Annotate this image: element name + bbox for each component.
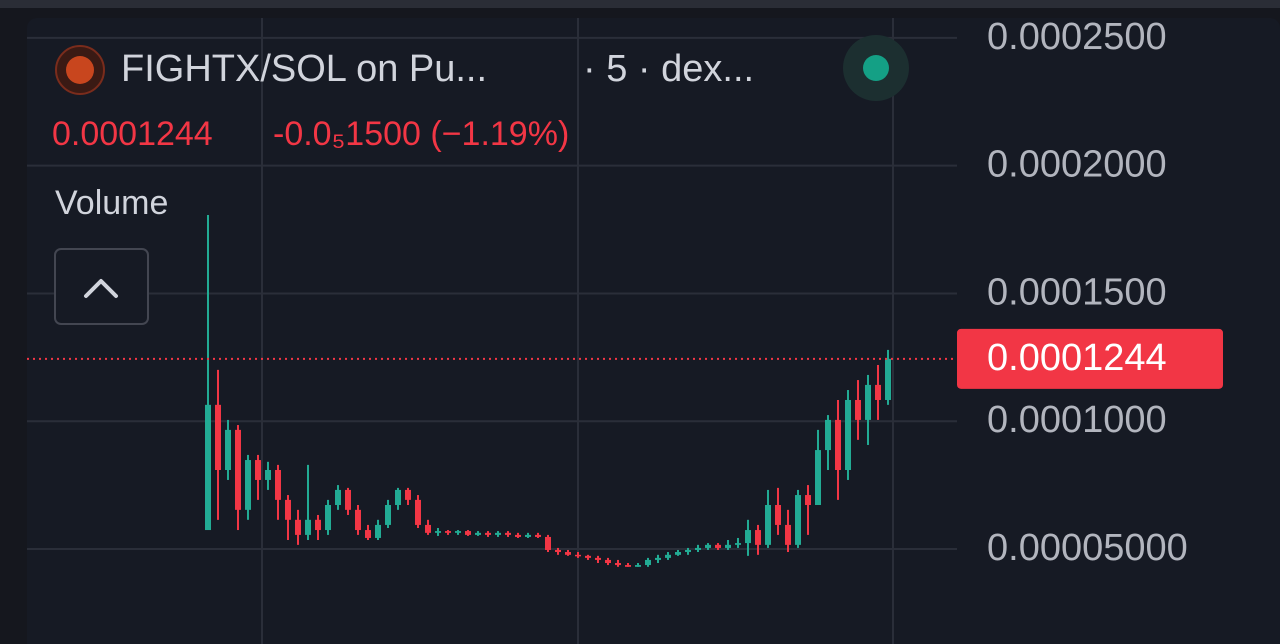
status-dot: [863, 55, 889, 81]
candle-body: [275, 469, 281, 500]
candle-body: [635, 565, 641, 567]
y-tick-label: 0.0002500: [987, 16, 1167, 58]
candle-body: [765, 505, 771, 545]
chevron-icon: [84, 279, 118, 298]
candles: [205, 214, 891, 567]
candle-body: [565, 552, 571, 555]
candle-body: [415, 499, 421, 525]
candle-body: [295, 519, 301, 535]
candle-body: [525, 534, 531, 537]
candle-body: [345, 489, 351, 510]
y-tick-label: 0.00005000: [987, 527, 1188, 569]
candle-body: [815, 450, 821, 506]
last-price-label: 0.0001244: [987, 337, 1167, 379]
candle-body: [365, 530, 371, 538]
candle-body: [795, 495, 801, 545]
candle-body: [545, 536, 551, 550]
candle-body: [715, 544, 721, 548]
candle-body: [705, 544, 711, 548]
candle-body: [505, 532, 511, 535]
candle-body: [855, 399, 861, 420]
candle-body: [655, 557, 661, 560]
y-tick-label: 0.0001500: [987, 271, 1167, 313]
candle-body: [775, 505, 781, 525]
candle-body: [675, 552, 681, 555]
candle-body: [885, 358, 891, 400]
grid: [27, 18, 957, 644]
candle-body: [625, 565, 631, 567]
candle-body: [825, 419, 831, 451]
candle-body: [695, 547, 701, 550]
candle-body: [555, 549, 561, 553]
candle-body: [465, 531, 471, 535]
candle-body: [835, 419, 841, 470]
candle-body: [205, 404, 211, 531]
candle-body: [745, 530, 751, 544]
candle-body: [255, 460, 261, 480]
candle-body: [285, 499, 291, 520]
header-price: 0.0001244: [52, 115, 213, 153]
overlay: 0.00005000 0.0001000 0.0001500 0.0002000 0.0…: [27, 16, 1223, 569]
candle-body: [385, 505, 391, 525]
candle-body: [585, 555, 591, 558]
candle-body: [615, 563, 621, 566]
candle-body: [435, 531, 441, 533]
pair-meta: · 5 · dex...: [583, 48, 754, 90]
candle-body: [595, 557, 601, 560]
candle-body: [535, 534, 541, 537]
candle-body: [305, 519, 311, 535]
token-logo-inner: [66, 56, 94, 84]
candle-body: [395, 489, 401, 506]
chart-panel: [27, 18, 1280, 644]
candle-body: [785, 524, 791, 545]
header-change: -0.0₅1500 (−1.19%): [273, 115, 569, 153]
candle-body: [805, 495, 811, 506]
candle-body: [485, 532, 491, 535]
candle-body: [235, 429, 241, 510]
candle-body: [645, 559, 651, 566]
indicator-label: Volume: [55, 184, 168, 222]
candle-body: [335, 489, 341, 506]
candle-body: [475, 532, 481, 535]
candle-body: [665, 554, 671, 558]
candle-body: [315, 519, 321, 531]
candle-body: [245, 460, 251, 510]
candle-body: [515, 534, 521, 537]
candle-body: [865, 384, 871, 420]
candle-body: [875, 384, 881, 400]
candle-body: [735, 543, 741, 545]
pair-title: FIGHTX/SOL on Pu...: [121, 48, 487, 90]
candle-body: [575, 554, 581, 557]
candle-body: [845, 399, 851, 470]
candle-body: [215, 404, 221, 470]
candle-body: [605, 559, 611, 564]
candle-body: [685, 549, 691, 553]
candle-body: [225, 429, 231, 470]
candle-body: [265, 469, 271, 480]
candle-body: [375, 524, 381, 538]
collapse-button[interactable]: [54, 248, 149, 325]
candle-body: [425, 524, 431, 533]
last-price-badge: [957, 328, 1223, 389]
candle-body: [405, 489, 411, 500]
top-strip: [0, 0, 1280, 8]
candle-body: [495, 532, 501, 535]
y-tick-label: 0.0001000: [987, 399, 1167, 441]
candle-body: [445, 531, 451, 533]
y-tick-label: 0.0002000: [987, 144, 1167, 186]
candle-body: [455, 531, 461, 533]
candle-body: [325, 505, 331, 531]
candle-body: [725, 544, 731, 548]
candle-body: [355, 509, 361, 531]
candle-body: [755, 530, 761, 545]
